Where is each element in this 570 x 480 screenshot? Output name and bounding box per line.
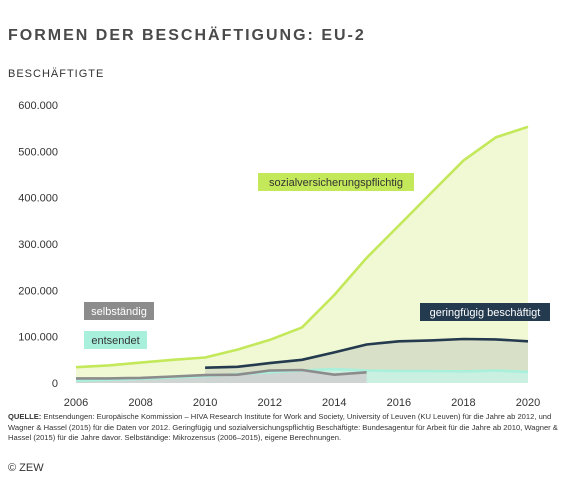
label-box	[420, 303, 550, 321]
chart-title: FORMEN DER BESCHÄFTIGUNG: EU-2	[8, 27, 366, 44]
label-entsendet: entsendet	[84, 331, 147, 349]
line-selbstaendig	[76, 368, 367, 380]
x-tick-label: 2018	[451, 397, 475, 409]
label-text: sozialversicherungspflichtig	[269, 177, 403, 189]
y-axis-label: BESCHÄFTIGTE	[8, 68, 105, 80]
y-tick-label: 400.000	[18, 193, 58, 205]
x-tick-label: 2012	[257, 397, 281, 409]
y-tick-label: 500.000	[18, 146, 58, 158]
y-tick-label: 300.000	[18, 239, 58, 251]
y-tick-label: 200.000	[18, 285, 58, 297]
label-sozialversicherungspflichtig: sozialversicherungspflichtig	[258, 173, 414, 191]
label-selbstaendig: selbständig	[84, 302, 154, 320]
label-text: selbständig	[91, 306, 147, 318]
area-chart: 0 100.000 200.000 300.000 400.000 500.000 600.…	[18, 100, 550, 409]
series-labels: sozialversicherungspflichtig geringfügig …	[84, 173, 550, 349]
source-heading: QUELLE:	[8, 412, 42, 421]
label-box	[84, 331, 147, 349]
y-tick-label: 0	[52, 378, 58, 390]
x-tick-label: 2006	[64, 397, 88, 409]
label-text: entsendet	[91, 335, 139, 347]
x-tick-labels: 2006 2008 2010 2012 2014 2016 2018 2020	[64, 397, 540, 409]
source-note: QUELLE: Entsendungen: Europäische Kommis…	[8, 412, 558, 444]
x-tick-label: 2008	[128, 397, 152, 409]
area-sozialversicherungspflichtig	[76, 126, 528, 384]
x-tick-label: 2016	[387, 397, 411, 409]
copyright: © ZEW	[8, 462, 44, 474]
label-box	[258, 173, 414, 191]
label-text: geringfügig beschäftigt	[430, 307, 541, 319]
x-tick-label: 2010	[193, 397, 217, 409]
y-tick-label: 100.000	[18, 332, 58, 344]
label-box	[84, 302, 154, 320]
y-tick-labels: 0 100.000 200.000 300.000 400.000 500.000 600.…	[18, 100, 58, 390]
line-geringfuegig-beschaeftigt	[205, 337, 529, 369]
source-text: Entsendungen: Europäische Kommission – H…	[8, 412, 558, 442]
y-tick-label: 600.000	[18, 100, 58, 112]
line-sozialversicherungspflichtig	[75, 125, 529, 369]
x-tick-label: 2020	[516, 397, 540, 409]
label-geringfuegig-beschaeftigt: geringfügig beschäftigt	[420, 303, 550, 321]
series-lines	[75, 125, 529, 382]
x-tick-label: 2014	[322, 397, 346, 409]
